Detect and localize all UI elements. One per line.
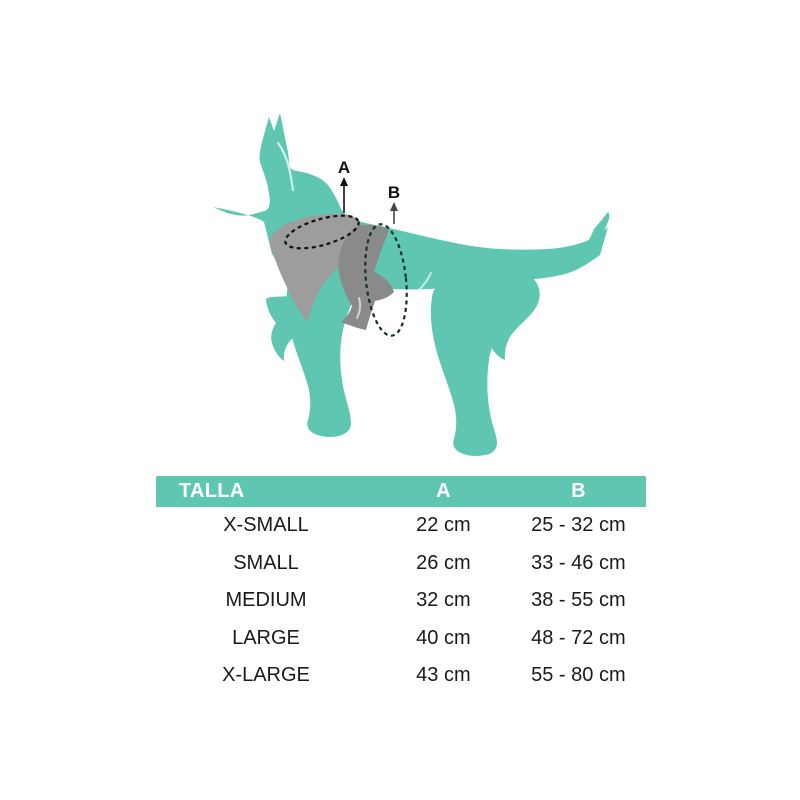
svg-text:A: A — [338, 158, 350, 177]
svg-text:B: B — [388, 183, 400, 202]
